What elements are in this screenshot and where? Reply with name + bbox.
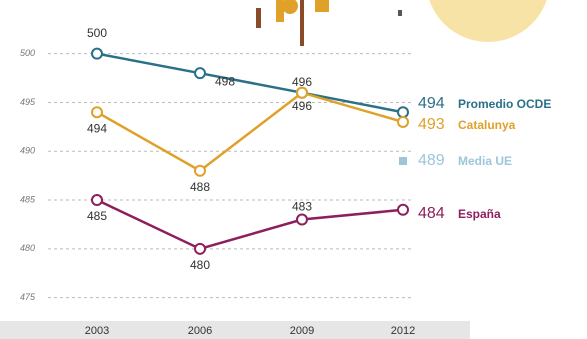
- y-tick-label: 485: [20, 194, 36, 204]
- marker: [397, 115, 409, 128]
- marker: [296, 86, 308, 99]
- data-label: 498: [215, 74, 235, 88]
- y-tick-label: 480: [20, 243, 35, 253]
- y-tick-label: 475: [20, 292, 36, 302]
- end-value: 484: [418, 205, 445, 222]
- y-tick-label: 490: [20, 146, 35, 156]
- series-line: [96, 52, 404, 114]
- series-line: [96, 91, 404, 173]
- legend-label: Media UE: [458, 154, 512, 168]
- marker: [194, 164, 206, 177]
- x-tick-label: 2009: [290, 325, 314, 337]
- marker: [91, 106, 103, 119]
- decoration: [256, 0, 547, 46]
- data-label: 483: [292, 200, 312, 214]
- data-label: 488: [190, 180, 210, 194]
- end-value: 493: [418, 116, 445, 133]
- data-label: 494: [87, 121, 107, 135]
- x-tick-label: 2006: [188, 325, 212, 337]
- data-label: 485: [87, 209, 107, 223]
- data-label: 480: [190, 258, 210, 272]
- data-label: 500: [87, 26, 107, 40]
- legend-label: Catalunya: [458, 118, 516, 132]
- marker: [91, 194, 103, 207]
- y-tick-label: 500: [20, 48, 35, 58]
- marker: [397, 106, 409, 119]
- x-tick-label: 2003: [85, 325, 109, 337]
- data-label: 496: [292, 75, 312, 89]
- x-axis-band: [0, 321, 470, 339]
- marker: [399, 157, 407, 165]
- legend-label: España: [458, 207, 501, 221]
- marker: [397, 203, 409, 216]
- data-label: 496: [292, 99, 312, 113]
- marker: [91, 47, 103, 60]
- marker: [296, 213, 308, 226]
- end-value: 494: [418, 95, 445, 112]
- marker: [194, 242, 206, 255]
- series-line: [96, 198, 404, 251]
- x-tick-label: 2012: [391, 325, 415, 337]
- end-value: 489: [418, 152, 445, 169]
- y-tick-label: 495: [20, 97, 36, 107]
- legend-label: Promedio OCDE: [458, 97, 551, 111]
- marker: [194, 67, 206, 80]
